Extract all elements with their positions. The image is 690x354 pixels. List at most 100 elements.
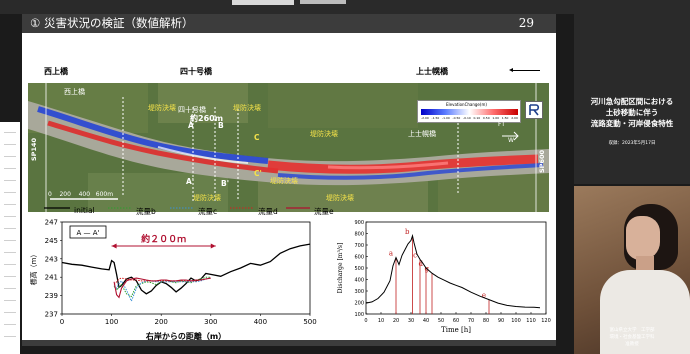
hydro-xtick-label: 80 — [483, 318, 489, 324]
map-scale-bar: 0 200 400 600m — [48, 191, 113, 198]
legend-flow-c: 流量c — [198, 207, 218, 216]
slide-header-bar: ① 災害状況の検証（数値解析） 29 — [22, 14, 556, 33]
hydro-ytick-label: 200 — [354, 301, 364, 307]
hydro-marker-label-b: b — [405, 228, 410, 236]
top-light-block — [232, 0, 294, 5]
hydro-ytick-label: 300 — [354, 289, 364, 295]
map-label-levee-breach-1: 堤防決壊 — [148, 104, 176, 112]
scale-label-400: 400 — [78, 191, 91, 198]
speaker-face — [626, 216, 660, 260]
profile-xlabel: 右岸からの距離（m） — [145, 331, 226, 341]
hydro-xtick-label: 0 — [364, 318, 367, 324]
hydro-xtick-label: 40 — [423, 318, 429, 324]
speaker-video: 富山県立大学 工学部 環境・社会基盤工学科 准教授 — [574, 186, 690, 354]
map-label-bridge-yonjugo: 四十号橋 — [178, 106, 206, 114]
map-label-levee-breach-5: 堤防決壊 — [270, 177, 298, 185]
top-window-strip — [0, 0, 690, 14]
profile-ytick-label: 247 — [45, 219, 58, 227]
speaker-body — [600, 270, 690, 354]
hydro-ylabel: Discharge [m³/s] — [337, 243, 344, 294]
profile-series-流量e — [113, 277, 211, 299]
hydro-xlabel: Time [h] — [441, 326, 471, 334]
recording-date: 収録：2023年5月17日 — [608, 141, 656, 146]
map-label-bridge-kamishihoro: 上士幌橋 — [408, 130, 436, 138]
profile-xtick-label: 300 — [204, 318, 217, 326]
hydro-xtick-label: 60 — [453, 318, 459, 324]
hydro-ytick-label: 700 — [354, 243, 364, 249]
institution-logo-icon — [525, 101, 543, 119]
profile-series-initial — [61, 243, 311, 295]
legend-flow-d: 流量d — [258, 207, 278, 216]
section-label-a: A — [188, 121, 194, 130]
hydro-xtick-label: 30 — [408, 318, 414, 324]
scale-label-0: 0 — [48, 191, 52, 198]
sp-left-label: SP140 — [30, 137, 38, 161]
lecture-title: 河川急勾配区間における 土砂移動に伴う 流路変動・河岸侵食特性 — [574, 96, 690, 129]
compass-w-label: W — [508, 137, 514, 144]
hydro-ytick-label: 400 — [354, 278, 364, 284]
hydro-xtick-label: 70 — [468, 318, 474, 324]
hydro-ytick-label: 900 — [354, 220, 364, 226]
legend-flow-b: 流量b — [136, 207, 156, 216]
top-light-block-2 — [300, 0, 346, 4]
hydro-marker-label-c: c — [413, 251, 417, 259]
profile-ylabel: 標高（m） — [29, 251, 38, 286]
profile-ytick-label: 245 — [45, 237, 58, 245]
legend-tick: 1.50 — [501, 116, 509, 120]
hydro-xtick-label: 100 — [511, 318, 521, 324]
hydro-marker-label-e: e — [482, 292, 486, 300]
slide-footer-bar — [22, 340, 556, 346]
profile-xtick-label: 0 — [60, 318, 64, 326]
hydro-series-line — [365, 233, 541, 309]
compass-icon: FT W — [498, 121, 520, 144]
profile-series-流量c — [113, 277, 211, 303]
legend-tick: -1.50 — [431, 116, 440, 120]
section-label-box — [69, 225, 107, 239]
hydro-marker-label-d: d — [419, 260, 424, 268]
map-label-levee-breach-6: 堤防決壊 — [326, 194, 354, 202]
annotation-label: 約２００ｍ — [141, 233, 186, 245]
legend-ticks: -2.00 -1.50 -1.00 -0.50 -0.10 0.10 0.50 … — [421, 116, 518, 120]
profile-ytick-label: 237 — [45, 311, 58, 319]
elevation-change-map: 西上橋 四十号橋 上士幌橋 堤防決壊 堤防決壊 堤防決壊 堤防決壊 堤防決壊 堤… — [28, 83, 549, 212]
legend-tick: 0.50 — [482, 116, 490, 120]
annotation-arrowhead-right-icon — [210, 243, 216, 249]
bridge-label-nishikami: 西上橋 — [44, 67, 68, 76]
sp-right-label: SP600 — [538, 149, 546, 173]
legend-tick: 1.00 — [492, 116, 500, 120]
profile-xtick-label: 400 — [254, 318, 267, 326]
legend-title: ElevationChange(m) — [446, 102, 487, 107]
hydro-ytick-label: 600 — [354, 255, 364, 261]
lecture-title-line-3: 流路変動・河岸侵食特性 — [590, 119, 674, 128]
hydro-xtick-label: 20 — [393, 318, 399, 324]
hydro-ytick-label: 800 — [354, 232, 364, 238]
hydro-xtick-label: 50 — [438, 318, 444, 324]
map-label-levee-breach-3: 堤防決壊 — [310, 130, 338, 138]
hydro-xtick-label: 10 — [378, 318, 384, 324]
legend-initial: initial — [74, 206, 95, 215]
profile-ytick-label: 239 — [45, 292, 58, 300]
hydro-marker-label-a: a — [389, 250, 393, 258]
profile-ytick-label: 243 — [45, 255, 58, 263]
speaker-position: 准教授 — [625, 342, 639, 347]
speaker-caption: 富山県立大学 工学部 環境・社会基盤工学科 准教授 — [574, 327, 690, 348]
profile-ytick-label: 241 — [45, 274, 58, 282]
section-label-c: C — [254, 133, 260, 142]
elevation-change-legend: ElevationChange(m) -2.00 -1.50 -1.00 -0.… — [417, 100, 521, 123]
speaker-affiliation-2: 環境・社会基盤工学科 — [609, 335, 655, 340]
section-label-c-prime: C' — [254, 169, 262, 178]
section-label-b: B — [218, 121, 224, 130]
section-label-a-prime: A' — [186, 177, 195, 186]
slide-title: ① 災害状況の検証（数値解析） — [30, 16, 194, 30]
lecture-title-line-2: 土砂移動に伴う — [605, 108, 659, 117]
hydro-ytick-label: 100 — [354, 312, 364, 318]
section-label-b-prime: B' — [221, 179, 230, 188]
legend-tick: -0.10 — [463, 116, 471, 120]
lecture-info-panel: 河川急勾配区間における 土砂移動に伴う 流路変動・河岸侵食特性 収録：2023年… — [574, 14, 690, 184]
profile-xtick-label: 500 — [303, 318, 316, 326]
map-label-bridge-nishikami: 西上橋 — [64, 88, 85, 96]
legend-tick: -1.00 — [442, 116, 450, 120]
map-label-levee-breach-4: 堤防決壊 — [193, 194, 221, 202]
presentation-slide: ① 災害状況の検証（数値解析） 29 西上橋 四十号橋 上士幌橋 — [22, 14, 556, 346]
